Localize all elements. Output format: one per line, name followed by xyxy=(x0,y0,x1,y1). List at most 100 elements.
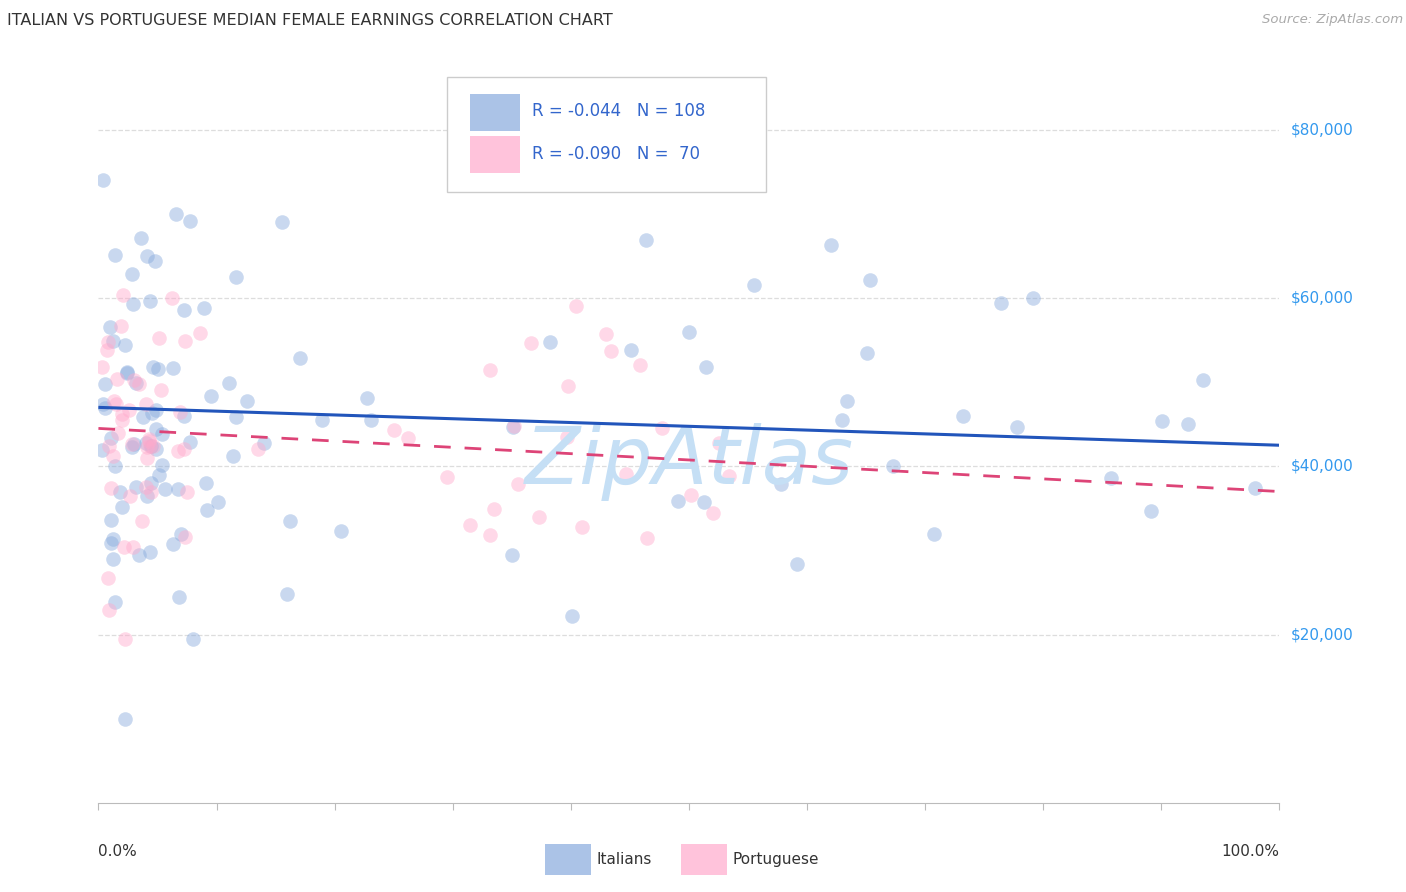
Point xyxy=(1005,419,1028,434)
Point xyxy=(681,488,703,502)
Point xyxy=(148,467,170,482)
Point xyxy=(112,288,135,302)
Point xyxy=(101,449,124,463)
Point xyxy=(167,443,190,458)
Point xyxy=(150,458,173,472)
Point xyxy=(458,517,481,532)
Text: $40,000: $40,000 xyxy=(1291,458,1354,474)
Point xyxy=(152,427,174,442)
Point xyxy=(502,419,524,434)
Point xyxy=(91,443,114,458)
Point xyxy=(124,437,146,451)
Text: $20,000: $20,000 xyxy=(1291,627,1354,642)
Point xyxy=(91,397,114,411)
Point xyxy=(104,595,127,609)
Point xyxy=(114,338,136,352)
Point xyxy=(121,436,143,450)
Point xyxy=(121,440,143,454)
Point xyxy=(125,376,148,391)
Point xyxy=(564,299,586,313)
Point xyxy=(173,302,195,317)
Point xyxy=(506,476,529,491)
Point xyxy=(98,319,121,334)
Point xyxy=(1099,471,1122,485)
Point xyxy=(176,484,198,499)
Point xyxy=(634,234,657,248)
Point xyxy=(105,396,128,410)
Point xyxy=(225,270,247,285)
Point xyxy=(91,173,114,187)
Point xyxy=(222,450,245,464)
Point xyxy=(100,535,122,549)
Point xyxy=(110,319,132,334)
Point xyxy=(121,540,143,554)
Point xyxy=(1192,373,1215,387)
Point xyxy=(595,327,617,342)
Point xyxy=(236,394,259,409)
Point xyxy=(138,432,160,446)
Point xyxy=(856,346,879,360)
Text: R = -0.090   N =  70: R = -0.090 N = 70 xyxy=(531,145,700,162)
Point xyxy=(165,207,187,221)
Point xyxy=(112,540,135,554)
Point xyxy=(122,373,145,387)
Point xyxy=(121,267,143,281)
Point xyxy=(311,413,333,427)
Point xyxy=(278,514,301,528)
Point xyxy=(952,409,974,424)
Point xyxy=(101,552,124,566)
Point xyxy=(122,296,145,310)
Point xyxy=(135,249,157,263)
Point xyxy=(94,376,117,391)
Point xyxy=(270,215,292,229)
Point xyxy=(859,273,882,287)
Point xyxy=(356,391,378,405)
Point xyxy=(179,435,201,450)
Point xyxy=(1244,481,1267,495)
Point xyxy=(131,514,153,528)
Point xyxy=(922,526,945,541)
Point xyxy=(104,459,127,474)
Point xyxy=(436,470,458,484)
FancyBboxPatch shape xyxy=(471,136,520,173)
Point xyxy=(162,537,184,551)
Point xyxy=(519,336,541,351)
Point xyxy=(101,334,124,348)
FancyBboxPatch shape xyxy=(546,844,591,875)
Point xyxy=(614,467,637,482)
FancyBboxPatch shape xyxy=(471,95,520,130)
Point xyxy=(135,480,157,494)
Point xyxy=(173,409,195,423)
Point xyxy=(125,480,148,494)
Point xyxy=(105,372,128,386)
Point xyxy=(145,421,167,435)
Text: Italians: Italians xyxy=(596,852,652,866)
Point xyxy=(143,253,166,268)
Point xyxy=(118,489,141,503)
Point xyxy=(103,248,125,262)
Point xyxy=(139,544,162,558)
Point xyxy=(132,410,155,425)
Point xyxy=(707,436,730,450)
Point xyxy=(501,548,523,562)
Point xyxy=(139,294,162,309)
Point xyxy=(111,500,134,515)
Point xyxy=(97,571,120,585)
Text: 100.0%: 100.0% xyxy=(1222,845,1279,860)
Point xyxy=(990,295,1012,310)
Point xyxy=(173,442,195,456)
FancyBboxPatch shape xyxy=(447,78,766,192)
Point xyxy=(253,436,276,450)
Point xyxy=(207,494,229,508)
Text: 0.0%: 0.0% xyxy=(98,845,138,860)
Point xyxy=(100,481,122,495)
Point xyxy=(169,405,191,419)
Point xyxy=(150,384,173,398)
Point xyxy=(179,214,201,228)
Point xyxy=(786,557,808,571)
Point xyxy=(1150,414,1173,428)
Point xyxy=(135,397,157,411)
Point xyxy=(148,331,170,345)
Point xyxy=(599,344,621,359)
Point xyxy=(1140,503,1163,517)
